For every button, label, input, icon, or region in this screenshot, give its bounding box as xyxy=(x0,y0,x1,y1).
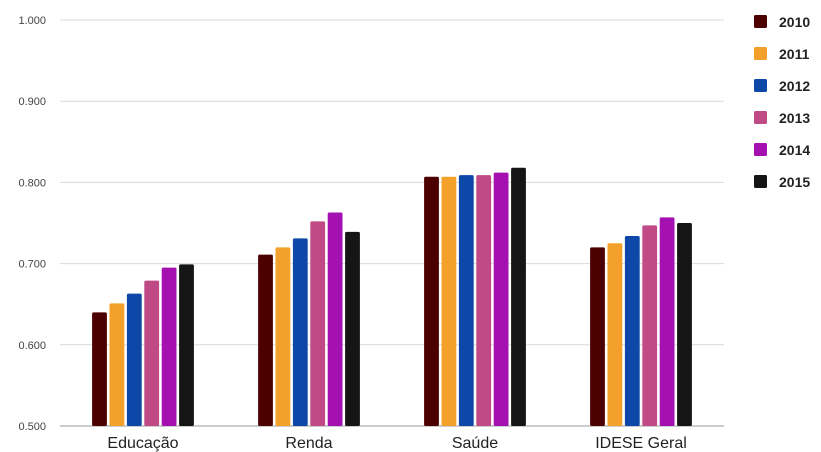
bar xyxy=(441,176,457,426)
legend-item: 2011 xyxy=(754,46,810,62)
bar xyxy=(144,280,160,426)
legend-swatch xyxy=(754,143,767,156)
bar xyxy=(92,312,107,426)
x-axis: Educação Renda Saúde IDESE Geral xyxy=(107,435,686,452)
bar xyxy=(511,167,526,426)
legend-label: 2014 xyxy=(779,142,810,158)
legend-item: 2012 xyxy=(754,78,810,94)
legend: 2010 2011 2012 2013 2014 2015 xyxy=(754,14,810,190)
legend-swatch xyxy=(754,79,767,92)
bar xyxy=(292,238,308,426)
legend-swatch xyxy=(754,111,767,124)
legend-label: 2011 xyxy=(779,46,810,62)
x-tick-label: IDESE Geral xyxy=(595,435,687,452)
legend-label: 2013 xyxy=(779,110,810,126)
bar xyxy=(424,176,439,426)
legend-label: 2010 xyxy=(779,14,810,30)
y-tick-label: 1.000 xyxy=(18,15,46,27)
bar xyxy=(642,225,658,426)
bar xyxy=(161,267,177,426)
bar xyxy=(458,175,474,426)
legend-swatch xyxy=(754,47,767,60)
bar xyxy=(275,247,291,426)
legend-item: 2015 xyxy=(754,174,810,190)
bar xyxy=(345,231,360,426)
bar xyxy=(677,223,692,426)
x-tick-label: Renda xyxy=(285,435,332,452)
bar xyxy=(310,221,326,426)
legend-item: 2013 xyxy=(754,110,810,126)
bar xyxy=(607,243,623,426)
bar xyxy=(109,303,125,426)
y-tick-label: 0.500 xyxy=(18,421,46,433)
bar xyxy=(590,247,605,426)
bar xyxy=(126,293,142,426)
bar xyxy=(493,172,509,426)
legend-item: 2010 xyxy=(754,14,810,30)
bar xyxy=(476,175,492,426)
legend-label: 2012 xyxy=(779,78,810,94)
y-tick-label: 0.600 xyxy=(18,340,46,352)
y-tick-label: 0.900 xyxy=(18,96,46,108)
bar xyxy=(624,235,640,426)
y-tick-label: 0.700 xyxy=(18,259,46,271)
bar xyxy=(179,264,194,426)
bar xyxy=(659,217,675,426)
y-tick-label: 0.800 xyxy=(18,177,46,189)
legend-label: 2015 xyxy=(779,174,810,190)
bars xyxy=(92,167,692,426)
x-tick-label: Saúde xyxy=(452,435,498,452)
y-axis: 0.500 0.600 0.700 0.800 0.900 1.000 xyxy=(18,15,46,433)
legend-item: 2014 xyxy=(754,142,810,158)
gridlines xyxy=(60,19,724,427)
x-tick-label: Educação xyxy=(107,435,178,452)
legend-swatch xyxy=(754,15,767,28)
bar xyxy=(258,254,273,426)
legend-swatch xyxy=(754,175,767,188)
bar xyxy=(327,212,343,426)
